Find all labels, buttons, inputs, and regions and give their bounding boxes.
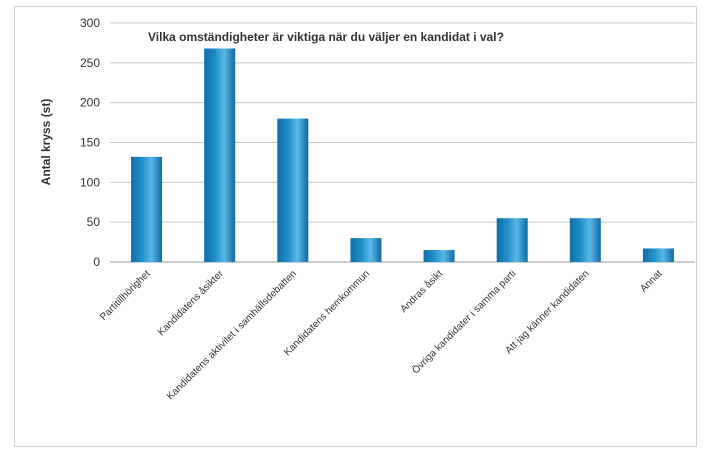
bars: [131, 48, 674, 262]
y-tick-label: 150: [80, 136, 100, 150]
y-tick-label: 50: [87, 215, 101, 229]
bar: [350, 238, 382, 262]
y-tick-label: 250: [80, 56, 100, 70]
bar: [423, 250, 455, 262]
y-tick-label: 100: [80, 175, 100, 189]
bar: [569, 218, 601, 262]
x-tick-label: Kandidatens aktivitet i samhällsdebatten: [165, 268, 299, 402]
bar: [277, 118, 309, 262]
y-tick-label: 0: [93, 255, 100, 269]
x-tick-labels: Partitillhörighet Kandidatens åsikterKand…: [98, 267, 665, 402]
y-tick-label: 200: [80, 96, 100, 110]
x-tick-label: Kandidatens åsikter: [155, 267, 226, 338]
x-tick-label: Andras åsikt: [398, 267, 446, 315]
y-axis-label: Antal kryss (st): [39, 99, 53, 186]
x-tick-label: Att jag känner kandidaten: [503, 268, 591, 356]
y-tick-label: 300: [80, 16, 100, 30]
y-tick-labels: 0 50 100 150 200 250 300: [80, 16, 100, 269]
bar: [204, 48, 236, 262]
gridlines: [110, 22, 695, 263]
bar: [496, 218, 528, 262]
chart-title: Vilka omständigheter är viktiga när du v…: [148, 30, 504, 44]
bar: [131, 156, 163, 262]
x-tick-label: Partitillhörighet: [98, 268, 153, 323]
bar: [642, 248, 674, 262]
x-tick-label: Kandidatens hemkommun: [282, 268, 372, 358]
x-tick-label: Annat: [638, 268, 664, 294]
